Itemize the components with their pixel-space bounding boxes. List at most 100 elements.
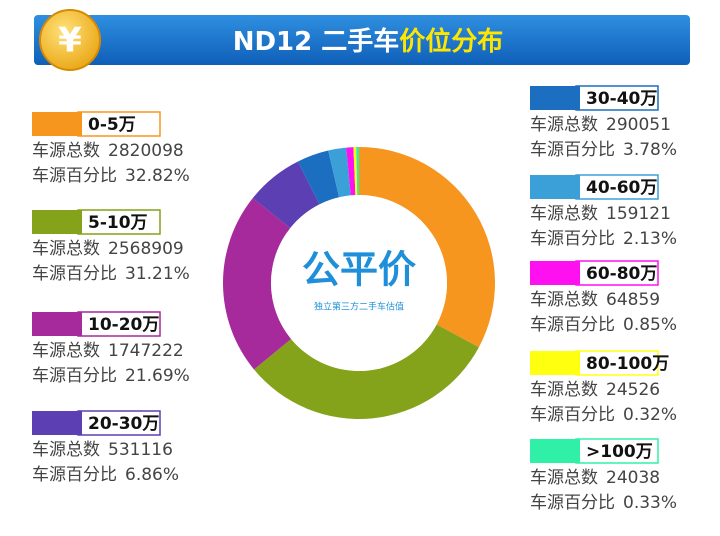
donut-slice: [252, 161, 320, 229]
percent-label: 车源百分比: [530, 229, 615, 249]
legend-label-box: [575, 174, 659, 200]
count-line: 车源总数 2568909: [32, 239, 184, 259]
chart-title: ND12 二手车价位分布: [233, 26, 504, 57]
legend-swatch: [530, 86, 580, 110]
percent-line: 车源百分比 6.86%: [32, 465, 179, 485]
donut-slice: [254, 324, 479, 419]
percent-label: 车源百分比: [32, 366, 117, 386]
legend-label-box: [77, 209, 161, 235]
percent-label: 车源百分比: [32, 264, 117, 284]
count-label: 车源总数: [32, 341, 100, 361]
donut-slice: [356, 147, 359, 196]
donut-hole: [271, 195, 447, 371]
count-line: 车源总数 531116: [32, 440, 173, 460]
count-line: 车源总数 2820098: [32, 141, 184, 161]
percent-value: 2.13%: [623, 229, 677, 249]
legend-swatch: [32, 210, 82, 234]
title-bar: [34, 15, 690, 65]
count-value: 64859: [606, 290, 660, 310]
legend-label-box: [575, 350, 659, 376]
count-label: 车源总数: [32, 239, 100, 259]
legend-swatch: [530, 439, 580, 463]
count-line: 车源总数 64859: [530, 290, 660, 310]
count-value: 2568909: [108, 239, 184, 259]
count-value: 2820098: [108, 141, 184, 161]
count-label: 车源总数: [530, 380, 598, 400]
count-label: 车源总数: [530, 115, 598, 135]
percent-line: 车源百分比 3.78%: [530, 140, 677, 160]
percent-label: 车源百分比: [530, 405, 615, 425]
legend-label: 20-30万: [88, 414, 159, 434]
count-value: 531116: [108, 440, 173, 460]
legend-label: 0-5万: [88, 115, 136, 135]
percent-value: 0.32%: [623, 405, 677, 425]
donut-slice: [328, 147, 351, 198]
legend-swatch: [32, 312, 82, 336]
legend-label: 10-20万: [88, 315, 159, 335]
count-line: 车源总数 159121: [530, 204, 671, 224]
percent-label: 车源百分比: [530, 493, 615, 513]
count-value: 24526: [606, 380, 660, 400]
legend-swatch: [32, 411, 82, 435]
legend-swatch: [530, 261, 580, 285]
percent-value: 0.33%: [623, 493, 677, 513]
donut-slice: [353, 147, 358, 196]
legend-label-box: [575, 438, 659, 464]
count-value: 24038: [606, 468, 660, 488]
logo-subtitle: 独立第三方二手车估值: [314, 301, 404, 313]
title-main: ND12 二手车: [233, 26, 400, 57]
count-label: 车源总数: [530, 468, 598, 488]
count-label: 车源总数: [32, 141, 100, 161]
legend-label-box: [77, 311, 161, 337]
donut-slice: [297, 150, 340, 205]
percent-value: 0.85%: [623, 315, 677, 335]
donut-slice: [222, 198, 292, 370]
legend-label: 60-80万: [586, 264, 657, 284]
percent-line: 车源百分比 0.85%: [530, 315, 677, 335]
count-value: 159121: [606, 204, 671, 224]
percent-label: 车源百分比: [32, 166, 117, 186]
legend-label-box: [77, 410, 161, 436]
percent-label: 车源百分比: [32, 465, 117, 485]
count-label: 车源总数: [530, 290, 598, 310]
legend-swatch: [530, 351, 580, 375]
percent-value: 3.78%: [623, 140, 677, 160]
count-value: 290051: [606, 115, 671, 135]
percent-value: 31.21%: [125, 264, 190, 284]
percent-value: 21.69%: [125, 366, 190, 386]
count-label: 车源总数: [530, 204, 598, 224]
count-line: 车源总数 1747222: [32, 341, 184, 361]
count-value: 1747222: [108, 341, 184, 361]
percent-line: 车源百分比 0.32%: [530, 405, 677, 425]
count-line: 车源总数 290051: [530, 115, 671, 135]
count-line: 车源总数 24038: [530, 468, 660, 488]
count-label: 车源总数: [32, 440, 100, 460]
donut: [222, 147, 495, 419]
percent-line: 车源百分比 32.82%: [32, 166, 190, 186]
count-line: 车源总数 24526: [530, 380, 660, 400]
donut-slice: [346, 147, 356, 196]
percent-line: 车源百分比 31.21%: [32, 264, 190, 284]
percent-value: 6.86%: [125, 465, 179, 485]
percent-line: 车源百分比 0.33%: [530, 493, 677, 513]
legend-label: >100万: [586, 442, 653, 462]
coin-icon: [39, 9, 101, 71]
legend-swatch: [530, 175, 580, 199]
legend-label: 5-10万: [88, 213, 148, 233]
legend-label-box: [575, 260, 659, 286]
percent-line: 车源百分比 2.13%: [530, 229, 677, 249]
percent-line: 车源百分比 21.69%: [32, 366, 190, 386]
percent-value: 32.82%: [125, 166, 190, 186]
percent-label: 车源百分比: [530, 315, 615, 335]
donut-slice: [359, 147, 495, 348]
